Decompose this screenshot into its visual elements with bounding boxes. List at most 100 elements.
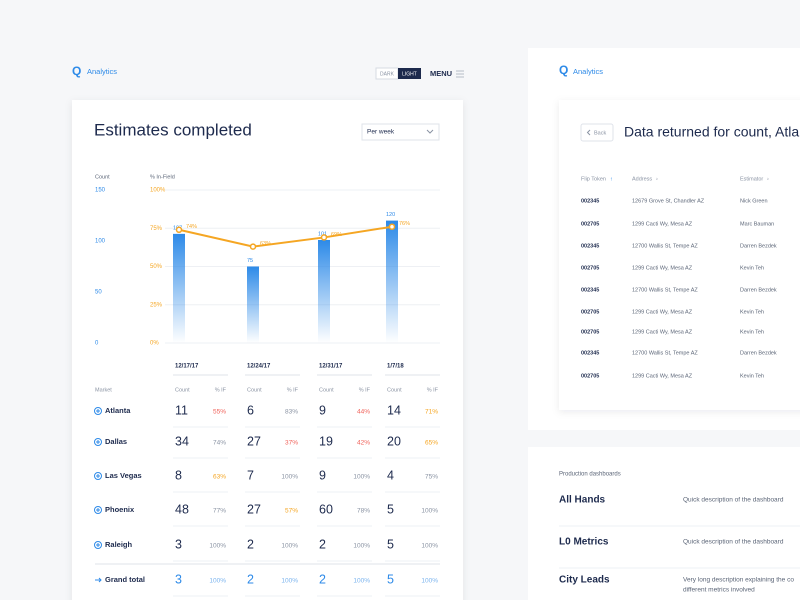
cell: 1299 Cacti Wy, Mesa AZ xyxy=(632,309,693,315)
count: 9 xyxy=(319,403,326,417)
expand-plus xyxy=(96,409,100,413)
pct: 100% xyxy=(209,543,226,550)
bar xyxy=(173,233,185,343)
toggle-light-label: LIGHT xyxy=(402,71,417,77)
cell: 1299 Cacti Wy, Mesa AZ xyxy=(632,329,693,335)
sort-icon: › xyxy=(656,176,658,182)
count: 48 xyxy=(175,502,189,516)
dashboard-description: Quick description of the dashboard xyxy=(683,497,784,504)
cell: 002705 xyxy=(581,329,599,335)
pct: 77% xyxy=(213,508,226,515)
count: 5 xyxy=(387,572,394,586)
point xyxy=(388,223,396,230)
cell: Darren Bezdek xyxy=(740,243,777,249)
cell: 002345 xyxy=(581,350,599,356)
line xyxy=(178,225,393,248)
expand-plus xyxy=(96,440,100,444)
point xyxy=(249,243,257,250)
arrow-icon xyxy=(95,577,102,583)
count: 2 xyxy=(247,572,254,586)
expand-icon[interactable] xyxy=(94,541,102,549)
count: 5 xyxy=(387,537,394,551)
bar-label: 101 xyxy=(318,231,327,237)
week-label: 12/24/17 xyxy=(247,364,271,370)
y-axis-title: Count xyxy=(95,174,110,180)
cell: 12679 Grove St, Chandler AZ xyxy=(632,198,705,204)
count: 5 xyxy=(387,502,394,516)
count: 11 xyxy=(175,403,188,417)
market-name: Atlanta xyxy=(105,406,131,415)
dashboard-name[interactable]: L0 Metrics xyxy=(559,537,609,548)
cell: 002345 xyxy=(581,198,599,204)
cell: Kevin Teh xyxy=(740,265,764,271)
pct: 55% xyxy=(213,409,226,416)
cell: Darren Bezdek xyxy=(740,350,777,356)
dashboards-panel xyxy=(528,447,800,600)
expand-plus xyxy=(96,543,100,547)
count: 19 xyxy=(319,434,333,448)
sort-icon: › xyxy=(767,176,769,182)
dashboard-name[interactable]: City Leads xyxy=(559,575,610,586)
expand-plus xyxy=(96,508,100,512)
dashboard-name[interactable]: All Hands xyxy=(559,495,606,506)
pct: 100% xyxy=(281,543,298,550)
column-header: Estimator xyxy=(740,176,763,182)
pct: 83% xyxy=(285,409,298,416)
market-name: Las Vegas xyxy=(105,471,142,480)
week-label: 12/17/17 xyxy=(175,364,199,370)
pct: 100% xyxy=(281,578,298,585)
pct: 78% xyxy=(357,508,370,515)
cell: Kevin Teh xyxy=(740,309,764,315)
y2-tick-label: 75% xyxy=(150,226,163,232)
point-label: 76% xyxy=(399,221,410,227)
select[interactable] xyxy=(361,123,440,141)
cell: 12700 Wallis St, Tempe AZ xyxy=(632,350,698,356)
col-header: % IF xyxy=(215,387,227,393)
col-header: % IF xyxy=(359,387,371,393)
market-header: Market xyxy=(95,387,112,393)
expand-icon[interactable] xyxy=(94,472,102,480)
cell: 002345 xyxy=(581,287,599,293)
count: 14 xyxy=(387,403,401,417)
expand-icon[interactable] xyxy=(94,506,102,514)
toggle-dark-label: DARK xyxy=(380,71,395,77)
cell: 1299 Cacti Wy, Mesa AZ xyxy=(632,221,693,227)
pct: 100% xyxy=(421,578,438,585)
pct: 100% xyxy=(353,578,370,585)
detail-title: Data returned for count, Atla xyxy=(624,124,799,140)
pct: 57% xyxy=(285,508,298,515)
menu[interactable]: MENU xyxy=(430,69,452,78)
count: 2 xyxy=(319,537,326,551)
dashboard-description: different metrics involved xyxy=(683,587,755,594)
count: 27 xyxy=(247,434,261,448)
cell: Darren Bezdek xyxy=(740,287,777,293)
point-label: 63% xyxy=(260,241,271,247)
chevron xyxy=(426,129,434,134)
expand-icon[interactable] xyxy=(94,438,102,446)
count: 4 xyxy=(387,468,394,482)
count: 27 xyxy=(247,502,261,516)
dashboards-heading: Production dashboards xyxy=(559,472,621,478)
count: 34 xyxy=(175,434,189,448)
col-header: Count xyxy=(175,387,190,393)
pct: 63% xyxy=(213,474,226,481)
pct: 65% xyxy=(425,440,438,447)
pct: 100% xyxy=(281,474,298,481)
content: Q Analytics DARK LIGHT MENU Estimates complet… xyxy=(72,63,800,597)
back-button[interactable] xyxy=(580,123,614,142)
pct: 71% xyxy=(425,409,438,416)
column-header: Address xyxy=(632,176,652,182)
point-label: 69% xyxy=(331,232,342,238)
expand-icon[interactable] xyxy=(94,407,102,415)
cell: 002345 xyxy=(581,243,599,249)
pct: 74% xyxy=(213,440,226,447)
toggle-light[interactable] xyxy=(398,68,421,79)
cell: Marc Bauman xyxy=(740,221,774,227)
y-tick-label: 0 xyxy=(95,341,99,347)
pct: 37% xyxy=(285,440,298,447)
week-label: 1/7/18 xyxy=(387,364,404,370)
logo: Q xyxy=(559,63,568,77)
y-tick-label: 100 xyxy=(95,239,106,245)
pct: 100% xyxy=(421,508,438,515)
